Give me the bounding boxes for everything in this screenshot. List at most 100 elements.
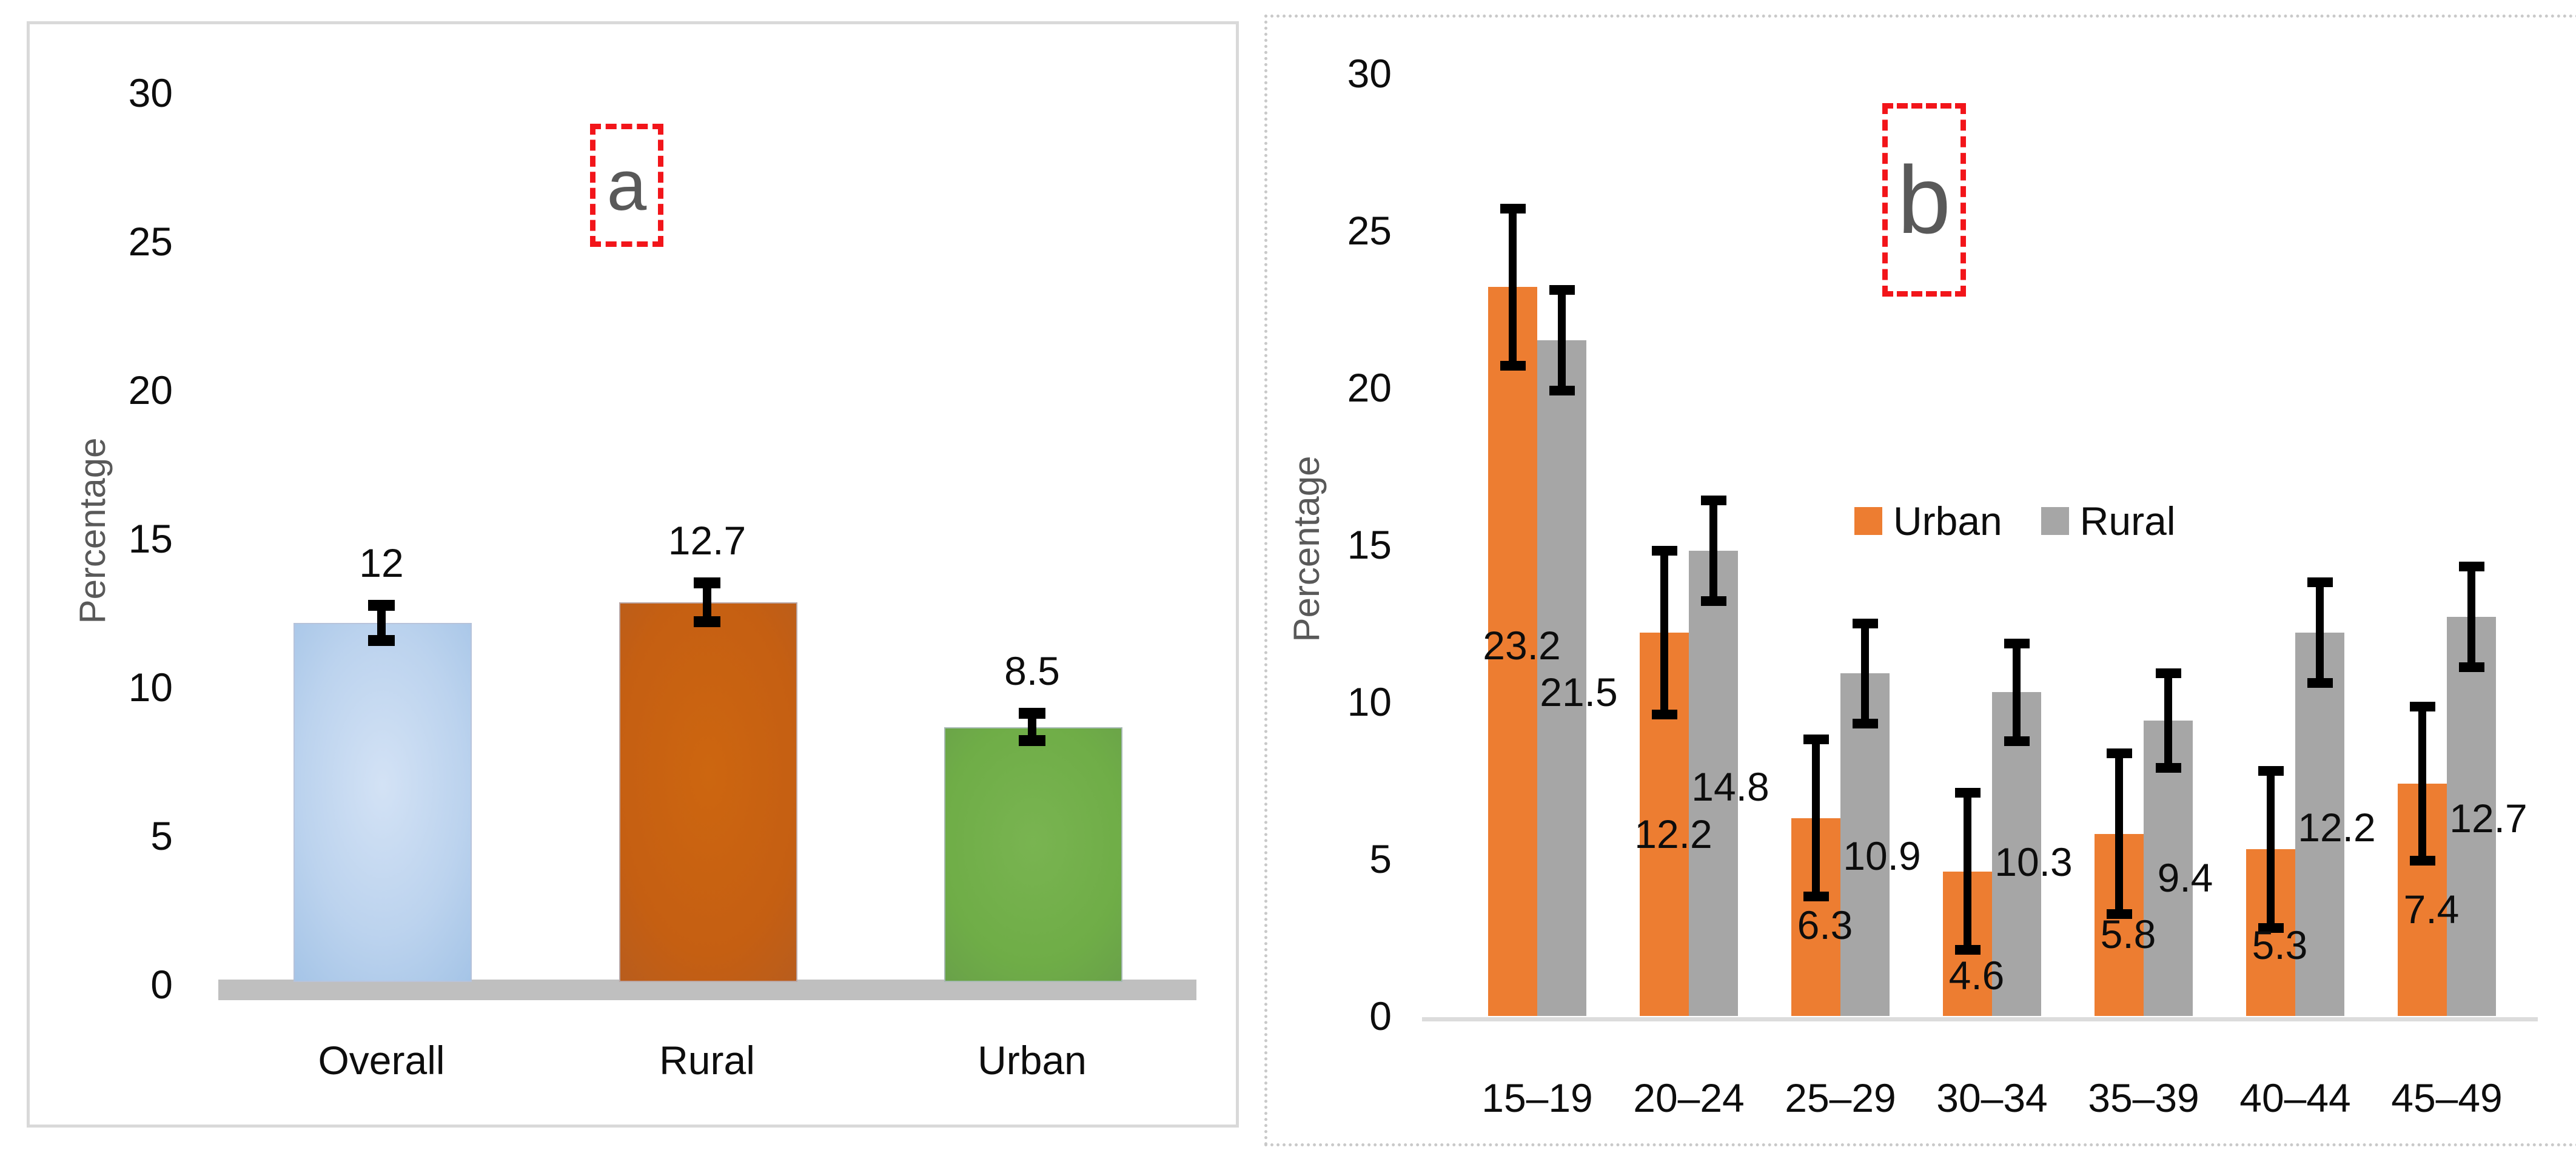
data-label-rural: 10.9 — [1843, 833, 1921, 878]
bar-rural-15–19 — [1537, 340, 1586, 1016]
error-bar-bottom-cap-icon — [1651, 709, 1677, 719]
error-bar-line — [2115, 753, 2123, 914]
error-bar-line — [1028, 713, 1036, 741]
error-bar-line — [1509, 208, 1517, 366]
error-bar-top-cap-icon — [2458, 562, 2484, 572]
error-bar-bottom-cap-icon — [368, 635, 395, 647]
legend-label-urban: Urban — [1893, 499, 2002, 543]
error-bar-top-cap-icon — [2409, 701, 2435, 711]
panel-a: a Percentage 0 5 10 15 20 25 30 12 Overall 12.7 Ru… — [27, 21, 1239, 1128]
error-bar-top-cap-icon — [1954, 788, 1981, 798]
data-label: 12.7 — [668, 517, 746, 563]
error-bar-bottom-cap-icon — [2409, 855, 2435, 866]
panel-b: b Percentage Urban Rural 0 5 10 15 20 25 30 23.… — [1264, 15, 2576, 1146]
data-label-rural: 12.7 — [2449, 795, 2527, 841]
data-label-urban: 23.2 — [1483, 622, 1561, 668]
error-bar-bottom-cap-icon — [1954, 945, 1981, 955]
data-label: 8.5 — [1004, 648, 1060, 694]
bar-rural-45–49 — [2447, 617, 2496, 1016]
y-tick-label: 0 — [1369, 994, 1392, 1038]
y-tick-label: 0 — [150, 962, 173, 1007]
error-bar-line — [1812, 739, 1820, 897]
y-tick-label: 25 — [128, 219, 173, 264]
x-axis-baseline — [1422, 1017, 2538, 1021]
data-label-rural: 12.2 — [2298, 805, 2376, 850]
legend-item-rural: Rural — [2041, 498, 2176, 544]
error-bar-bottom-cap-icon — [1019, 735, 1045, 746]
category-label: 45–49 — [2391, 1075, 2503, 1120]
category-label: 20–24 — [1633, 1075, 1745, 1120]
error-bar-line — [2316, 582, 2324, 683]
error-bar-top-cap-icon — [1803, 735, 1829, 745]
error-bar-bottom-cap-icon — [1500, 360, 1526, 371]
category-label: 15–19 — [1481, 1075, 1593, 1120]
error-bar-top-cap-icon — [368, 599, 395, 611]
panel-a-letter: a — [606, 145, 647, 226]
error-bar-line — [2267, 770, 2275, 928]
error-bar-top-cap-icon — [1700, 496, 1726, 506]
bar-overall — [293, 623, 472, 982]
error-bar-line — [2418, 706, 2426, 861]
error-bar-top-cap-icon — [1500, 203, 1526, 214]
legend: Urban Rural — [1854, 498, 2175, 544]
bar-rural-25–29 — [1840, 673, 1890, 1016]
bar-rural — [619, 602, 797, 982]
error-bar-line — [2467, 567, 2475, 667]
data-label-rural: 14.8 — [1691, 764, 1769, 809]
y-tick-label: 5 — [1369, 836, 1392, 881]
y-tick-label: 25 — [1347, 208, 1392, 253]
panel-b-letter-box: b — [1882, 103, 1966, 297]
error-bar-line — [2013, 644, 2021, 741]
data-label: 12 — [359, 540, 404, 585]
error-bar-top-cap-icon — [2155, 668, 2181, 679]
category-label: 25–29 — [1785, 1075, 1896, 1120]
panel-b-letter: b — [1897, 146, 1951, 254]
bar-rural-40–44 — [2295, 633, 2344, 1016]
error-bar-bottom-cap-icon — [1852, 719, 1878, 729]
legend-swatch-rural-icon — [2041, 507, 2069, 535]
data-label-rural: 10.3 — [1994, 839, 2073, 885]
error-bar-top-cap-icon — [1852, 618, 1878, 628]
error-bar-top-cap-icon — [2004, 639, 2030, 649]
error-bar-line — [2164, 673, 2172, 768]
category-label: Rural — [659, 1038, 755, 1083]
error-bar-bottom-cap-icon — [694, 616, 720, 627]
category-label: Overall — [318, 1038, 445, 1083]
y-tick-label: 10 — [1347, 679, 1392, 724]
error-bar-bottom-cap-icon — [2458, 662, 2484, 673]
panel-a-letter-box: a — [590, 124, 663, 247]
error-bar-line — [1964, 793, 1971, 950]
bar-urban-15–19 — [1488, 287, 1537, 1016]
error-bar-line — [1709, 500, 1717, 602]
error-bar-top-cap-icon — [1651, 546, 1677, 556]
data-label-urban: 4.6 — [1948, 952, 2005, 998]
error-bar-bottom-cap-icon — [1549, 386, 1575, 396]
data-label-urban: 12.2 — [1634, 811, 1712, 856]
error-bar-bottom-cap-icon — [2004, 736, 2030, 746]
y-tick-label: 15 — [1347, 522, 1392, 567]
y-tick-label: 20 — [1347, 365, 1392, 410]
error-bar-top-cap-icon — [2106, 748, 2132, 759]
error-bar-top-cap-icon — [2258, 765, 2284, 776]
legend-label-rural: Rural — [2079, 499, 2176, 543]
y-tick-label: 5 — [150, 813, 173, 858]
data-label-rural: 21.5 — [1540, 670, 1618, 715]
error-bar-line — [1558, 290, 1566, 391]
y-tick-label: 10 — [128, 665, 173, 710]
data-label-urban: 5.8 — [2100, 912, 2156, 957]
legend-swatch-urban-icon — [1854, 507, 1882, 535]
y-tick-label: 30 — [1347, 51, 1392, 96]
data-label-urban: 7.4 — [2403, 886, 2460, 932]
legend-item-urban: Urban — [1854, 498, 2002, 544]
bar-rural-30–34 — [1992, 692, 2041, 1016]
error-bar-bottom-cap-icon — [2106, 909, 2132, 919]
bar-rural-20–24 — [1689, 551, 1738, 1016]
data-label-urban: 5.3 — [2252, 923, 2308, 968]
error-bar-top-cap-icon — [1019, 708, 1045, 719]
error-bar-line — [703, 582, 711, 622]
data-label-rural: 9.4 — [2157, 855, 2213, 901]
error-bar-top-cap-icon — [1549, 285, 1575, 295]
error-bar-top-cap-icon — [694, 577, 720, 588]
category-label: 40–44 — [2239, 1075, 2351, 1120]
error-bar-line — [377, 605, 386, 641]
